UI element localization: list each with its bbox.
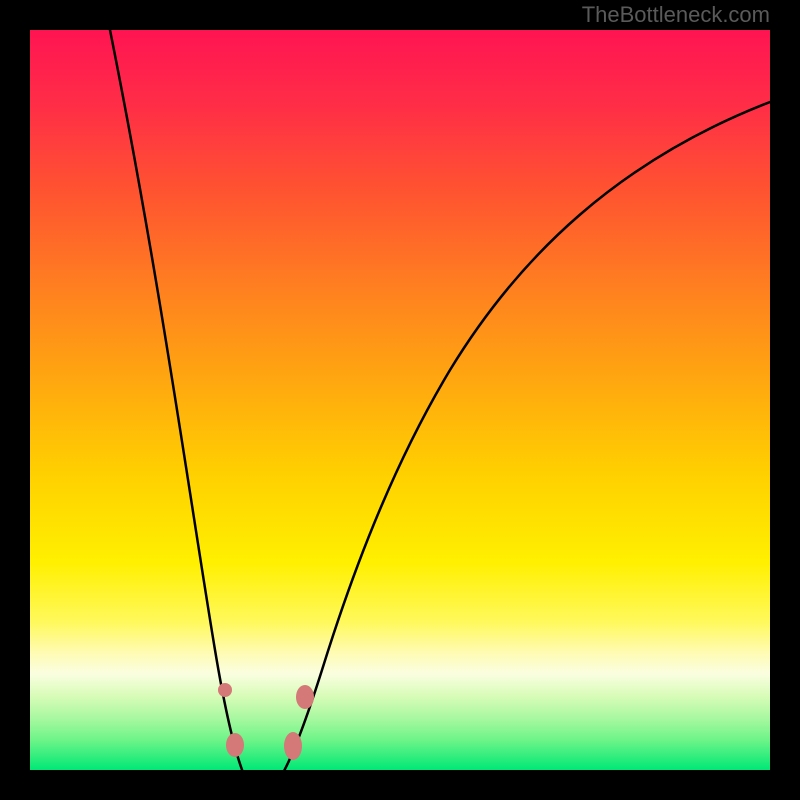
chart-svg	[30, 30, 770, 770]
data-dot	[218, 683, 232, 697]
plot-area	[30, 30, 770, 770]
data-dot	[296, 685, 314, 709]
data-dot	[284, 732, 302, 760]
watermark-text: TheBottleneck.com	[582, 2, 770, 28]
dots-group	[218, 683, 314, 770]
v-curve	[110, 30, 770, 770]
data-dot	[226, 733, 244, 757]
